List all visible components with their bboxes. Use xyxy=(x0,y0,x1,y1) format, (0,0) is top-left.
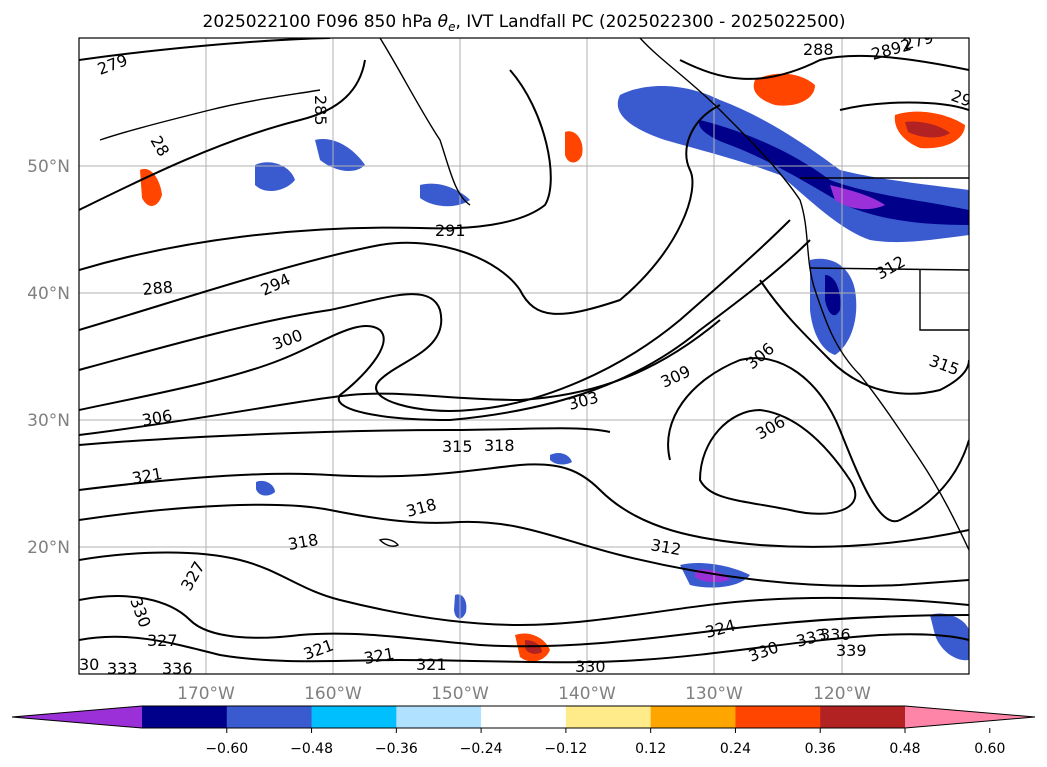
border-state xyxy=(809,267,969,271)
contour-line xyxy=(79,104,721,331)
contour-label: 285 xyxy=(311,95,330,126)
lon-label: 120°W xyxy=(813,684,871,704)
colorbar-tick-label: 0.12 xyxy=(635,741,666,757)
ivt-patch-3 xyxy=(420,183,470,207)
colorbar-tick-label: 0.60 xyxy=(974,741,1005,757)
colorbar-ticks: −0.60 −0.48 −0.36 −0.24 −0.12 0.12 0.24 0.36 0.4… xyxy=(205,728,1005,757)
colorbar-tick-label: −0.60 xyxy=(205,741,248,757)
contour-label: 29 xyxy=(949,86,975,111)
contour-label: 30 xyxy=(79,655,99,674)
latitude-labels: 50°N 40°N 30°N 20°N xyxy=(27,157,70,558)
coastlines xyxy=(99,38,969,551)
lat-label: 50°N xyxy=(27,157,70,177)
contour-line xyxy=(79,219,791,412)
lon-label: 130°W xyxy=(685,684,743,704)
colorbar-tick-label: −0.36 xyxy=(375,741,418,757)
colorbar-segment xyxy=(820,706,906,728)
contour-label: 318 xyxy=(484,436,515,455)
colorbar-extend-min xyxy=(12,706,142,728)
colorbar-tick-label: −0.48 xyxy=(290,741,333,757)
contour-line xyxy=(79,595,969,648)
colorbar-segment xyxy=(311,706,397,728)
contour-label: 327 xyxy=(147,631,178,650)
contour-line xyxy=(839,101,969,111)
ivt-region-pnw-core xyxy=(699,120,969,225)
contour-label: 288 xyxy=(803,40,834,59)
colorbar-segment xyxy=(565,706,652,728)
theta-e-contours xyxy=(79,38,969,664)
colorbar-segment xyxy=(226,706,313,728)
lon-label: 140°W xyxy=(558,684,616,704)
contour-label: 333 xyxy=(107,659,138,678)
map-panel: 279 288 2892 279 29 285 28 291 288 294 3… xyxy=(78,37,975,678)
contour-line xyxy=(679,54,969,80)
colorbar-segment xyxy=(650,706,736,728)
colorbar-segment xyxy=(142,706,228,728)
colorbar-segment xyxy=(735,706,821,728)
colorbar-segment xyxy=(396,706,482,728)
colorbar-tick-label: −0.12 xyxy=(544,741,587,757)
coastline-north-america xyxy=(639,38,969,551)
contour-line xyxy=(79,633,969,664)
contour-line xyxy=(79,239,811,422)
colorbar-outline xyxy=(11,705,1036,729)
lon-label: 160°W xyxy=(304,684,362,704)
coastline-aleutians xyxy=(99,89,321,141)
contour-label: 321 xyxy=(416,655,447,674)
ivt-patch-1 xyxy=(255,162,295,192)
contour-label: 288 xyxy=(142,277,174,299)
contour-label: 291 xyxy=(435,221,466,240)
contour-label: 339 xyxy=(836,641,867,660)
lat-label: 20°N xyxy=(27,538,70,558)
contour-line xyxy=(79,463,969,548)
contour-line xyxy=(79,427,611,446)
longitude-labels: 170°W 160°W 150°W 140°W 130°W 120°W xyxy=(177,684,871,704)
ivt-region-midpac-pos xyxy=(565,131,583,163)
contour-label: 336 xyxy=(162,659,193,678)
contour-line xyxy=(79,69,552,271)
colorbar-tick-label: 0.48 xyxy=(889,741,920,757)
lon-label: 150°W xyxy=(431,684,489,704)
colorbar-tick-label: 0.24 xyxy=(720,741,751,757)
lon-label: 170°W xyxy=(177,684,235,704)
contour-label: 330 xyxy=(575,657,606,676)
contour-line xyxy=(79,38,331,61)
colorbar-segment xyxy=(481,706,567,728)
contour-label: 315 xyxy=(442,437,473,456)
contour-label: 336 xyxy=(820,625,851,644)
map-background xyxy=(79,38,969,674)
colorbar-tick-label: 0.36 xyxy=(805,741,836,757)
map-frame xyxy=(78,37,970,675)
contour-line xyxy=(79,551,969,627)
colorbar-extend-max xyxy=(905,706,1035,728)
ivt-anomaly-shading xyxy=(140,73,969,662)
ivt-region-canada-pos-core xyxy=(905,121,950,138)
coastline-alaska xyxy=(379,38,471,206)
contour-line xyxy=(667,357,969,523)
contour-line xyxy=(79,503,969,587)
border-state xyxy=(919,270,969,331)
ivt-region-pnw-peak xyxy=(830,185,885,210)
lat-label: 40°N xyxy=(27,284,70,304)
contour-line xyxy=(698,408,857,515)
ivt-region-california-core xyxy=(825,275,841,316)
figure-title: 2025022100 F096 850 hPa θe, IVT Landfall… xyxy=(203,12,846,34)
contour-line xyxy=(79,59,366,211)
ivt-patch-2 xyxy=(315,139,365,172)
ivt-region-alaska-pos xyxy=(753,73,815,106)
colorbar xyxy=(11,705,1036,729)
hawaii-island xyxy=(378,538,400,547)
contour-line xyxy=(79,319,721,436)
ivt-patch-10 xyxy=(256,480,275,496)
lat-label: 30°N xyxy=(27,411,70,431)
ivt-patch-9 xyxy=(550,452,572,465)
colorbar-tick-label: −0.24 xyxy=(460,741,503,757)
